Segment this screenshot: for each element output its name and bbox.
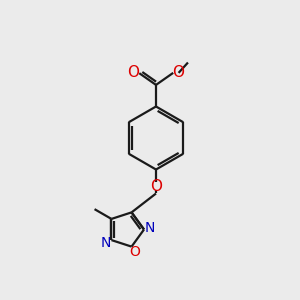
Text: O: O — [129, 245, 140, 259]
Text: O: O — [127, 65, 139, 80]
Text: N: N — [100, 236, 111, 250]
Text: O: O — [172, 65, 184, 80]
Text: O: O — [150, 179, 162, 194]
Text: N: N — [145, 221, 155, 235]
